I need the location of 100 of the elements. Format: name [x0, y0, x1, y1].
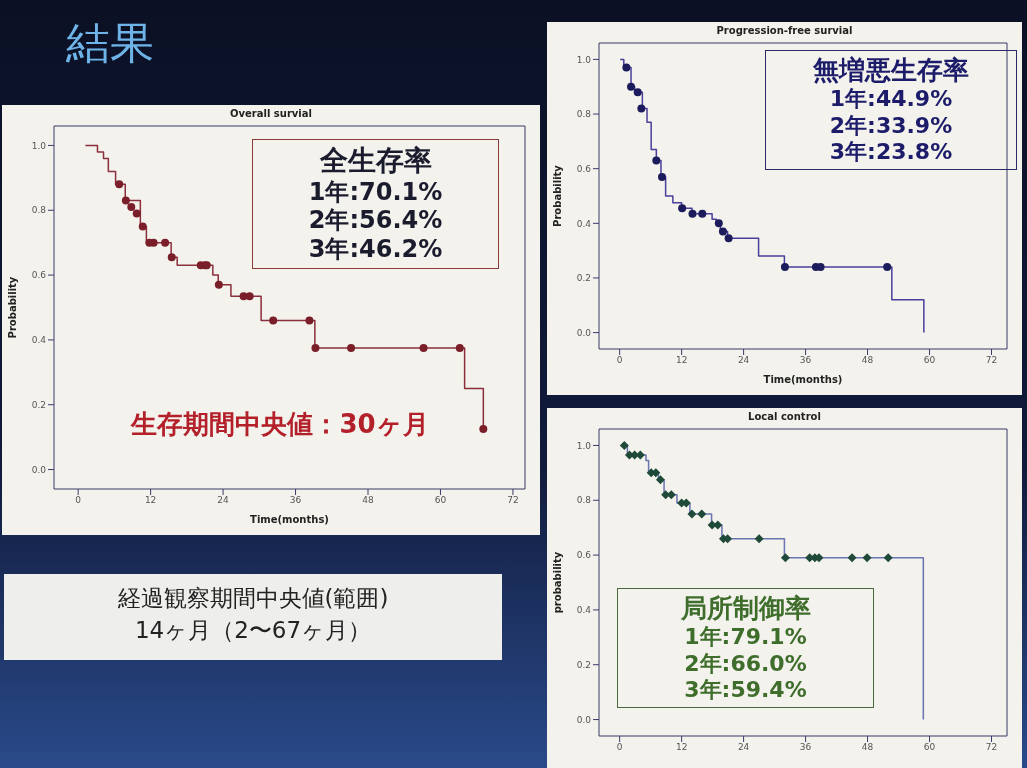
y-tick-label: 1.0	[31, 140, 47, 151]
point	[419, 344, 428, 353]
x-tick-label: 24	[737, 742, 750, 753]
point	[862, 553, 872, 563]
y-tick-label: 0.6	[576, 550, 592, 561]
x-tick-label: 0	[616, 742, 623, 753]
y-axis-title: Probability	[551, 164, 563, 227]
x-tick-label: 48	[362, 495, 374, 506]
point	[305, 316, 314, 325]
point	[637, 104, 646, 113]
point	[214, 280, 223, 289]
y-tick-label: 0.8	[31, 205, 47, 216]
annotation: 3年:46.2%	[307, 235, 444, 264]
x-tick-label: 24	[737, 355, 750, 366]
x-tick-label: 24	[217, 495, 230, 506]
annotation: 2年:66.0%	[683, 650, 808, 677]
x-tick-label: 60	[434, 495, 447, 506]
point	[883, 263, 892, 272]
point	[132, 209, 141, 218]
text: 経過観察期間中央値(範囲)	[116, 584, 390, 613]
point	[847, 553, 857, 563]
annotation: 局所制御率	[679, 593, 812, 625]
x-tick-label: 48	[861, 355, 874, 366]
point	[311, 344, 320, 353]
point	[127, 203, 136, 212]
point	[479, 425, 488, 434]
x-tick-label: 36	[799, 355, 812, 366]
y-tick-label: 0.0	[31, 464, 47, 475]
y-tick-label: 0.4	[576, 218, 592, 229]
y-tick-label: 0.8	[576, 495, 592, 506]
x-tick-label: 12	[675, 355, 688, 366]
point	[633, 88, 642, 97]
y-axis-title: Probability	[6, 276, 18, 339]
point	[724, 234, 733, 243]
annotation: 2年:33.9%	[828, 112, 954, 139]
point	[678, 204, 687, 213]
annotation: 2年:56.4%	[307, 206, 444, 236]
y-tick-label: 0.6	[576, 163, 592, 174]
chart-title: Overall survial	[229, 108, 313, 119]
x-tick-label: 60	[923, 742, 936, 753]
y-axis-title: probability	[551, 551, 563, 614]
y-tick-label: 0.0	[576, 714, 592, 725]
point	[718, 227, 727, 236]
point	[245, 292, 254, 301]
x-tick-label: 72	[985, 355, 998, 366]
x-tick-label: 0	[75, 495, 82, 506]
point	[627, 82, 636, 91]
text: 結果	[66, 16, 154, 70]
x-tick-label: 72	[985, 742, 998, 753]
note: 生存期間中央値：30ヶ月	[129, 408, 430, 441]
point	[754, 534, 764, 544]
x-tick-label: 72	[507, 495, 519, 506]
point	[780, 263, 789, 272]
y-tick-label: 1.0	[576, 440, 592, 451]
point	[687, 509, 697, 519]
point	[347, 344, 356, 353]
y-tick-label: 0.4	[31, 335, 47, 346]
y-tick-label: 0.0	[576, 327, 592, 338]
annotation: 無増悪生存率	[812, 55, 970, 87]
point	[138, 222, 147, 231]
point	[167, 253, 176, 262]
point	[655, 475, 665, 485]
annotation: 1年:79.1%	[683, 624, 808, 651]
point	[121, 196, 130, 205]
point	[780, 553, 790, 563]
point	[714, 219, 723, 228]
point	[161, 238, 170, 247]
point	[698, 209, 707, 218]
point	[269, 316, 278, 325]
x-axis-title: Time(months)	[763, 374, 843, 385]
chart-title: Local control	[747, 411, 822, 422]
point	[697, 509, 707, 519]
x-axis-title: Time(months)	[250, 514, 329, 525]
annotation: 3年:59.4%	[683, 676, 808, 704]
y-tick-label: 1.0	[576, 54, 592, 65]
y-tick-label: 0.6	[31, 270, 47, 281]
x-tick-label: 12	[675, 742, 688, 753]
chart-title: Progression-free survial	[715, 25, 854, 36]
annotation: 3年:23.8%	[828, 138, 954, 166]
point	[658, 172, 667, 181]
annotation: 1年:44.9%	[828, 86, 954, 113]
point	[622, 63, 631, 72]
annotation: 全生存率	[318, 144, 433, 178]
point	[652, 156, 661, 165]
x-tick-label: 36	[289, 495, 302, 506]
point	[688, 209, 697, 218]
y-tick-label: 0.8	[576, 109, 592, 120]
y-tick-label: 0.2	[31, 399, 46, 410]
point	[883, 553, 893, 563]
x-tick-label: 48	[861, 742, 874, 753]
x-tick-label: 60	[923, 355, 936, 366]
x-tick-label: 12	[144, 495, 157, 506]
y-tick-label: 0.2	[576, 659, 591, 670]
x-tick-label: 36	[799, 742, 812, 753]
point	[619, 440, 629, 450]
x-tick-label: 0	[616, 355, 623, 366]
y-tick-label: 0.2	[576, 273, 591, 284]
point	[115, 180, 124, 189]
text: 14ヶ月（2〜67ヶ月）	[133, 616, 373, 646]
y-tick-label: 0.4	[576, 605, 592, 616]
